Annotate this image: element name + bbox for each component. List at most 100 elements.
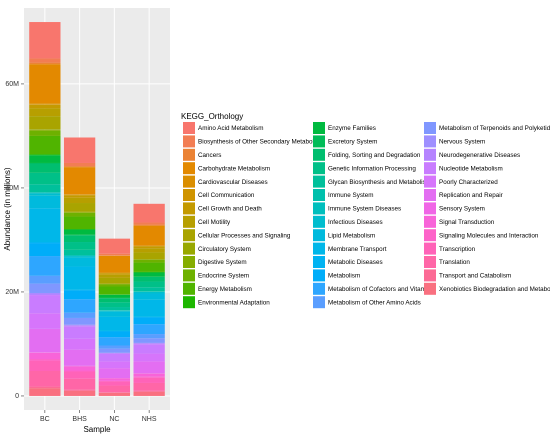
bar-segment [29, 172, 61, 185]
bar-segment [133, 377, 165, 383]
legend-key [183, 215, 195, 228]
bar-segment [63, 255, 96, 256]
legend-label: Membrane Transport [328, 246, 387, 253]
legend-key [313, 256, 325, 268]
bar-segment [29, 256, 61, 276]
legend-key [183, 122, 195, 134]
bar-segment [133, 343, 165, 345]
legend-key [313, 229, 325, 242]
bar-segment [98, 238, 131, 254]
x-tick-label: NHS [142, 416, 157, 423]
legend-key [183, 162, 195, 175]
bar-segment [133, 317, 165, 325]
bar-segment [63, 266, 96, 290]
legend-label: Cell Growth and Death [198, 206, 262, 213]
bar-segment [29, 242, 61, 244]
legend-label: Sensory System [439, 206, 485, 213]
legend-key [183, 229, 195, 242]
legend-label: Cellular Processes and Signaling [198, 232, 291, 239]
legend-label: Neurodegenerative Diseases [439, 152, 520, 159]
bar-segment [63, 212, 96, 217]
bar-segment [63, 324, 96, 326]
bar-segment [29, 352, 61, 353]
bar-segment [133, 338, 165, 343]
bar-segment [98, 294, 131, 298]
bar-segment [98, 302, 131, 308]
bar-segment [29, 388, 61, 396]
x-tick-label: NC [109, 416, 119, 423]
bar-segment [133, 222, 165, 225]
bar-segment [98, 353, 131, 362]
legend-key [424, 135, 436, 148]
bar-segment [29, 386, 61, 389]
legend-key [183, 135, 195, 148]
legend-key [424, 202, 436, 215]
bar-segment [29, 108, 61, 117]
bar-segment [29, 129, 61, 131]
bar-segment [29, 313, 61, 329]
bar-segment [98, 348, 131, 353]
legend-key [424, 189, 436, 201]
bar-segment [133, 391, 165, 396]
y-tick-label: 60M [5, 81, 19, 88]
bar-segment [63, 317, 96, 325]
bar-segment [29, 163, 61, 173]
bar-segment [29, 116, 61, 130]
bar-segment [63, 366, 96, 371]
bar-segment [133, 291, 165, 294]
x-axis-title: Sample [83, 425, 111, 434]
bar-segment [133, 224, 165, 226]
legend-label: Signal Transduction [439, 219, 495, 226]
bar-segment [98, 294, 131, 295]
legend-key [313, 269, 325, 282]
bar-segment [63, 338, 96, 350]
bar-segment [29, 184, 61, 193]
bar-segment [133, 203, 165, 223]
bar-segment [133, 376, 165, 378]
legend-label: Amino Acid Metabolism [198, 125, 263, 132]
bar-segment [133, 299, 165, 317]
bar-segment [133, 245, 165, 246]
bar-segment [63, 242, 96, 250]
legend-key [183, 189, 195, 201]
bar-segment [63, 195, 96, 198]
bar-segment [133, 334, 165, 339]
bar-segment [63, 137, 96, 163]
bar-segment [98, 273, 131, 275]
bar-segment [98, 331, 131, 338]
legend-key [313, 282, 325, 295]
bar-segment [63, 229, 96, 235]
legend-label: Metabolism of Other Amino Acids [328, 299, 421, 306]
bar-segment [98, 316, 131, 331]
legend-label: Circulatory System [198, 246, 251, 253]
bar-segment [63, 212, 96, 213]
bar-segment [29, 154, 61, 156]
bar-segment [63, 390, 96, 396]
bar-segment [98, 298, 131, 303]
bar-segment [29, 283, 61, 293]
y-tick-label: 40M [5, 185, 19, 192]
legend-key [313, 162, 325, 175]
legend-label: Cancers [198, 152, 221, 159]
bar-segment [29, 292, 61, 294]
bar-segment [29, 162, 61, 164]
bar-segment [63, 167, 96, 195]
bar-segment [63, 211, 96, 213]
legend-key [183, 148, 195, 161]
bar-segment [29, 130, 61, 136]
bar-segment [63, 299, 96, 313]
bar-segment [133, 259, 165, 260]
bar-segment [133, 353, 165, 362]
legend-key [313, 296, 325, 309]
legend-key [424, 269, 436, 282]
bar-segment [29, 135, 61, 155]
bar-segment [63, 257, 96, 267]
bar-segment [133, 272, 165, 277]
bar-segment [63, 312, 96, 318]
bar-segment [63, 162, 96, 167]
legend-key [424, 282, 436, 295]
bar-segment [98, 274, 131, 278]
y-axis-title: Abundance (in millions) [3, 167, 12, 250]
legend-key [313, 189, 325, 201]
